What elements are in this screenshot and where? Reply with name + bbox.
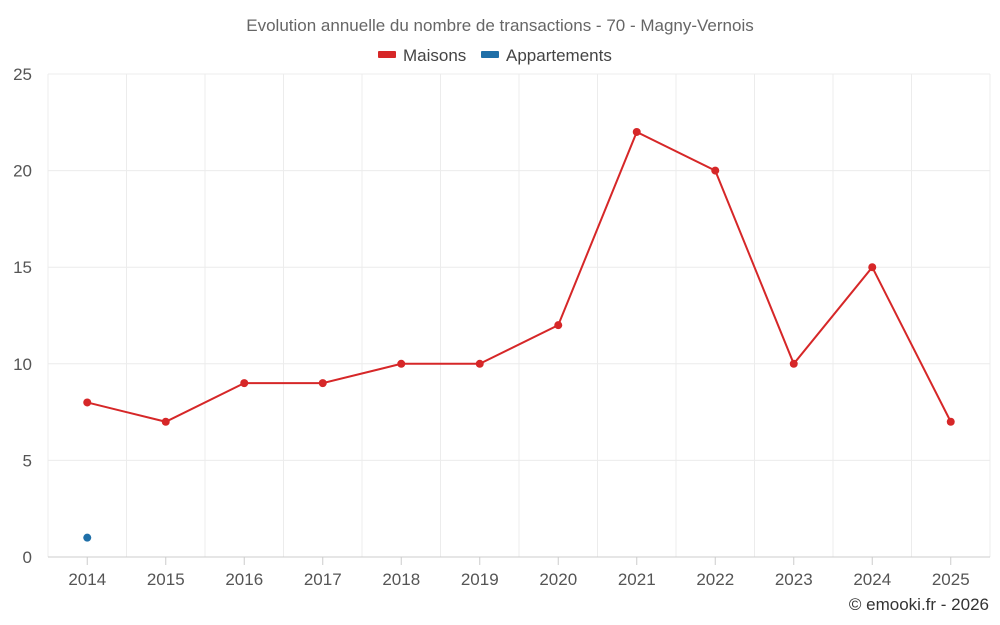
y-tick-label: 10: [13, 355, 32, 374]
x-tick-label: 2014: [68, 570, 106, 589]
x-tick-label: 2022: [696, 570, 734, 589]
x-axis-ticks: 2014 2015 2016 2017 2018 2019 2020 2021 2022 2023…: [48, 556, 990, 589]
series-line-maisons: [87, 130, 952, 423]
chart-title: Evolution annuelle du nombre de transact…: [246, 16, 753, 35]
point-maisons-2017[interactable]: [318, 379, 327, 388]
x-tick-label: 2025: [932, 570, 970, 589]
point-maisons-2015[interactable]: [161, 417, 170, 426]
point-maisons-2020[interactable]: [554, 321, 563, 330]
legend-swatch-appartements[interactable]: [481, 51, 499, 58]
y-axis-ticks: 0 5 10 15 20 25: [13, 65, 32, 567]
point-maisons-2014[interactable]: [83, 398, 92, 407]
x-tick-label: 2023: [775, 570, 813, 589]
point-maisons-2018[interactable]: [397, 359, 406, 368]
legend-swatch-maisons[interactable]: [378, 51, 396, 58]
y-tick-label: 15: [13, 258, 32, 277]
x-tick-label: 2019: [461, 570, 499, 589]
legend-label-maisons[interactable]: Maisons: [403, 46, 466, 65]
x-tick-label: 2021: [618, 570, 656, 589]
legend-label-appartements[interactable]: Appartements: [506, 46, 612, 65]
y-tick-label: 0: [23, 548, 32, 567]
x-tick-label: 2016: [225, 570, 263, 589]
series: [83, 127, 955, 542]
legend: Maisons Appartements: [378, 46, 612, 65]
point-maisons-2021[interactable]: [632, 127, 641, 136]
credit-text: © emooki.fr - 2026: [849, 595, 989, 614]
point-maisons-2024[interactable]: [868, 263, 877, 272]
y-tick-label: 25: [13, 65, 32, 84]
y-tick-label: 20: [13, 162, 32, 181]
x-tick-label: 2024: [853, 570, 891, 589]
series-appartements: [83, 533, 92, 542]
point-maisons-2019[interactable]: [475, 359, 484, 368]
x-tick-label: 2020: [539, 570, 577, 589]
x-tick-label: 2015: [147, 570, 185, 589]
series-maisons: [83, 127, 955, 426]
point-maisons-2022[interactable]: [711, 166, 720, 175]
point-maisons-2025[interactable]: [946, 417, 955, 426]
x-tick-label: 2018: [382, 570, 420, 589]
point-maisons-2016[interactable]: [240, 379, 249, 388]
gridlines: [47, 73, 991, 557]
x-tick-label: 2017: [304, 570, 342, 589]
point-appartements-2014[interactable]: [83, 533, 92, 542]
point-maisons-2023[interactable]: [789, 359, 798, 368]
y-tick-label: 5: [23, 451, 32, 470]
